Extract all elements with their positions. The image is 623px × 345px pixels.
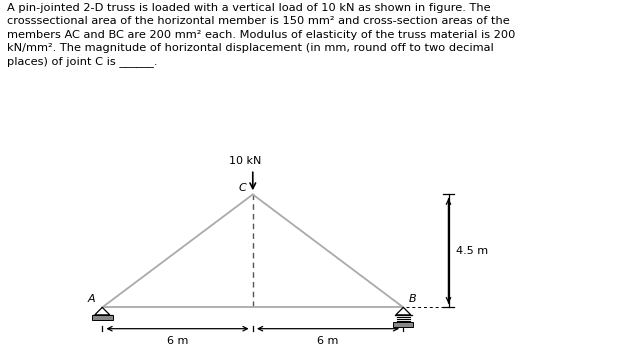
Bar <box>393 322 414 327</box>
Text: 6 m: 6 m <box>167 336 188 345</box>
Polygon shape <box>95 307 110 315</box>
Text: 6 m: 6 m <box>317 336 339 345</box>
Polygon shape <box>396 307 411 315</box>
Bar <box>92 315 113 321</box>
Text: B: B <box>408 294 416 304</box>
Text: A pin-jointed 2-D truss is loaded with a vertical load of 10 kN as shown in figu: A pin-jointed 2-D truss is loaded with a… <box>7 3 516 67</box>
Text: 10 kN: 10 kN <box>229 156 262 166</box>
Text: A: A <box>87 294 95 304</box>
Text: C: C <box>239 183 247 193</box>
Text: 4.5 m: 4.5 m <box>456 246 488 256</box>
